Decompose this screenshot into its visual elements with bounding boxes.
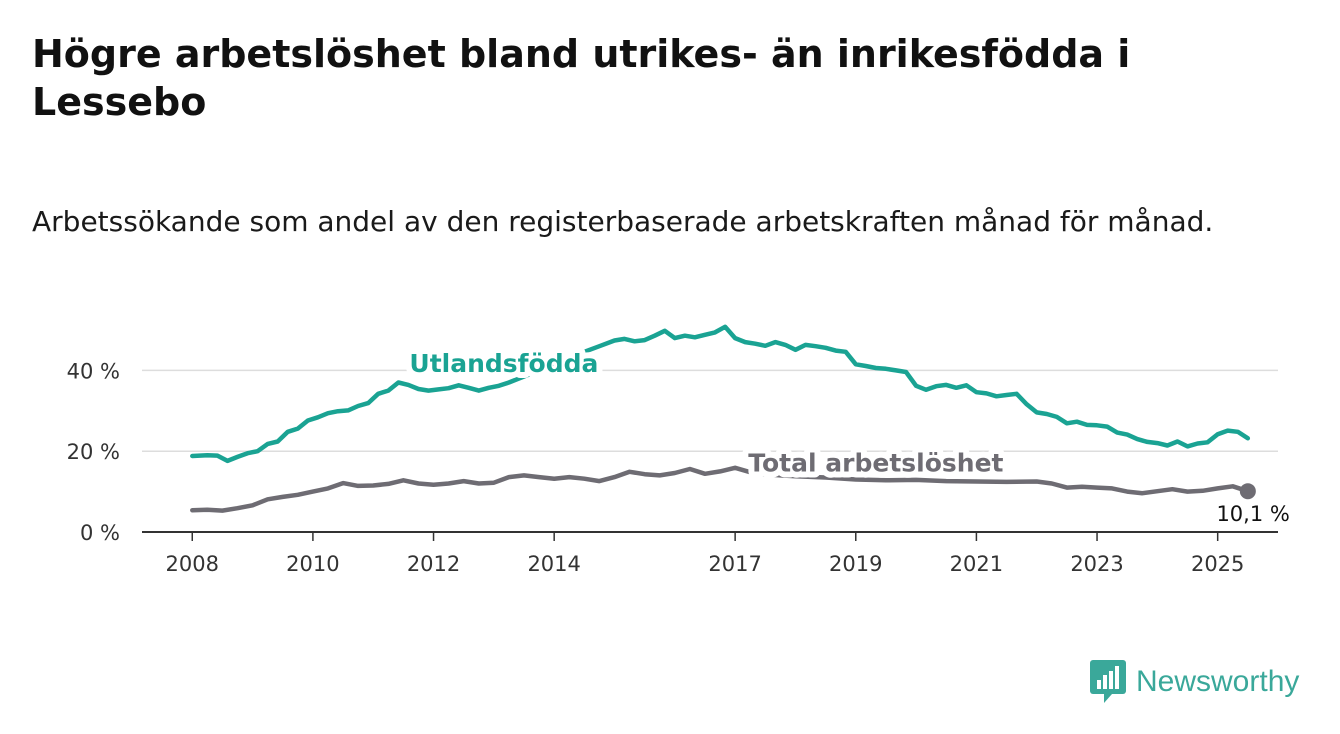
x-tick-label: 2008 <box>166 552 219 576</box>
series-line-1 <box>190 324 1251 464</box>
y-tick-label: 0 % <box>80 521 120 545</box>
bar-chart-icon <box>1090 660 1126 703</box>
x-tick-label: 2019 <box>829 552 882 576</box>
x-tick-label: 2021 <box>950 552 1003 576</box>
brand-logo: Newsworthy <box>1090 660 1299 704</box>
x-tick-label: 2025 <box>1191 552 1244 576</box>
x-tick-label: 2017 <box>708 552 761 576</box>
chart-subtitle: Arbetssökande som andel av den registerb… <box>32 205 1214 238</box>
series-label-1: Utlandsfödda <box>409 349 598 378</box>
x-tick-label: 2014 <box>527 552 580 576</box>
brand-name: Newsworthy <box>1136 665 1300 698</box>
end-value-label: 10,1 % <box>1216 502 1289 526</box>
y-tick-label: 20 % <box>67 440 120 464</box>
series-line-2 <box>190 465 1251 513</box>
x-tick-label: 2010 <box>286 552 339 576</box>
series-label-2: Total arbetslöshet <box>748 448 1003 477</box>
y-tick-label: 40 % <box>67 359 120 383</box>
chart-title: Högre arbetslöshet bland utrikes- än inr… <box>32 32 1131 124</box>
x-tick-label: 2023 <box>1070 552 1123 576</box>
x-tick-label: 2012 <box>407 552 460 576</box>
end-point-marker <box>1239 483 1256 500</box>
